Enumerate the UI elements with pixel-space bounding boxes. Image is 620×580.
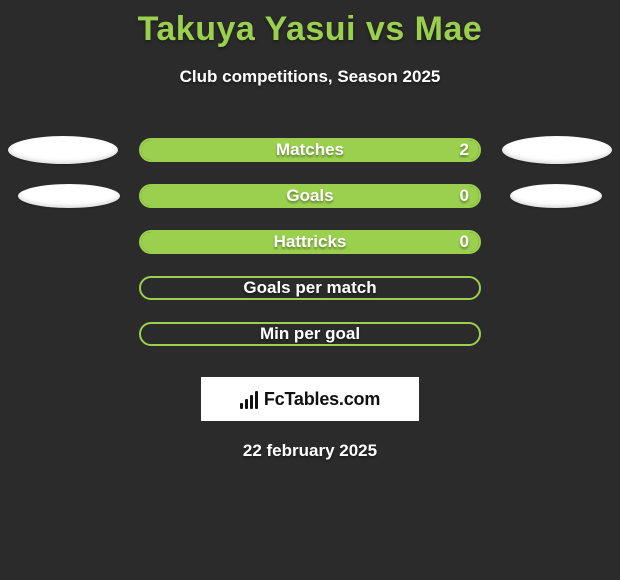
bar-chart-icon [240,389,260,409]
stat-row: Goals per match [0,265,620,311]
value-disc-left [8,136,118,164]
brand-box[interactable]: FcTables.com [201,377,419,421]
stat-label: Goals per match [243,278,376,298]
value-disc-left [18,184,120,208]
stat-value-right: 2 [460,140,469,160]
date-label: 22 february 2025 [0,441,620,461]
brand-label: FcTables.com [264,389,380,410]
stat-label: Goals [286,186,333,206]
page-subtitle: Club competitions, Season 2025 [0,67,620,87]
stat-row: 0 Goals [0,173,620,219]
stat-label: Matches [276,140,344,160]
stat-value-right: 0 [460,186,469,206]
stat-row: 2 Matches [0,127,620,173]
stat-bar: Min per goal [139,322,481,346]
value-disc-right [502,136,612,164]
stat-rows: 2 Matches 0 Goals 0 Hattricks Goals per match M… [0,127,620,357]
stat-label: Hattricks [274,232,347,252]
stat-bar: 0 Goals [139,184,481,208]
stat-bar: 0 Hattricks [139,230,481,254]
stat-value-right: 0 [460,232,469,252]
value-disc-right [510,184,602,208]
stat-row: Min per goal [0,311,620,357]
stat-row: 0 Hattricks [0,219,620,265]
stat-label: Min per goal [260,324,360,344]
stat-bar: 2 Matches [139,138,481,162]
page-title: Takuya Yasui vs Mae [0,10,620,49]
comparison-card: Takuya Yasui vs Mae Club competitions, S… [0,0,620,580]
stat-bar: Goals per match [139,276,481,300]
